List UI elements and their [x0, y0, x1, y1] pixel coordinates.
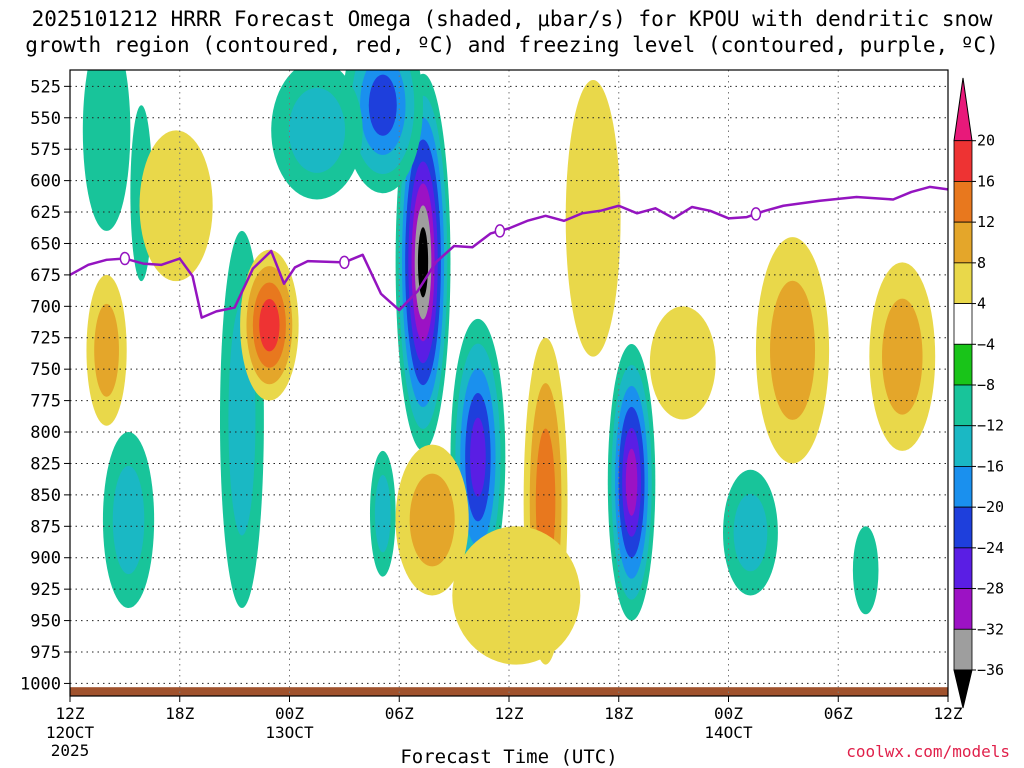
y-tick-label: 725 [30, 329, 61, 349]
colorbar-label: −32 [977, 620, 1004, 638]
x-tick-label: 12Z [495, 704, 524, 723]
colorbar-segment [953, 140, 973, 182]
colorbar-label: −20 [977, 498, 1004, 516]
y-tick-label: 700 [30, 297, 61, 317]
x-tick-label: 18Z [604, 704, 633, 723]
colorbar-segment [953, 547, 973, 589]
colorbar-label: −12 [977, 417, 1004, 435]
colorbar-segment [953, 588, 973, 630]
y-tick-label: 800 [30, 423, 61, 443]
x-axis-label: Forecast Time (UTC) [400, 746, 617, 768]
x-tick-date-label: 13OCT [265, 723, 314, 742]
colorbar-segment [953, 506, 973, 549]
colorbar-segment [953, 303, 973, 345]
grid-lines [70, 70, 948, 696]
contour-label-marker [119, 251, 131, 266]
x-tick-label: 00Z [714, 704, 743, 723]
colorbar-label: −8 [977, 376, 995, 394]
colorbar-label: 12 [977, 213, 995, 231]
x-tick-date-label: 12OCT [46, 723, 95, 742]
colorbar-segment [953, 181, 973, 223]
freezing-level-contour [70, 185, 948, 319]
omega-contour-fill [368, 74, 397, 136]
colorbar-segment [953, 221, 973, 264]
y-tick-label: 675 [30, 266, 61, 286]
y-tick-label: 975 [30, 643, 61, 663]
contour-label-marker [339, 255, 350, 270]
omega-contour-fill [470, 417, 486, 497]
colorbar-label: 20 [977, 132, 995, 150]
y-axis-pressure: 525 550 575 600 625 650 675 700 725 750 775 800 825 8… [20, 77, 70, 694]
x-tick-date-label: 14OCT [704, 723, 753, 742]
omega-contour-fill [452, 526, 581, 665]
y-tick-label: 875 [30, 517, 61, 537]
colorbar-label: 16 [977, 172, 995, 190]
omega-contour-fill [649, 306, 716, 420]
omega-contour-fill [565, 80, 621, 357]
y-tick-label: 1000 [20, 674, 61, 694]
y-tick-label: 525 [30, 77, 61, 97]
y-tick-label: 550 [30, 109, 61, 129]
omega-contour-fill [409, 473, 455, 567]
x-tick-label: 12Z [934, 704, 963, 723]
colorbar-label: −16 [977, 457, 1004, 475]
colorbar-label: 8 [977, 254, 986, 272]
colorbar-label: −36 [977, 661, 1004, 679]
y-tick-label: 775 [30, 392, 61, 412]
omega-contour-fill [112, 465, 145, 575]
colorbar-arrow-high [953, 77, 973, 142]
y-tick-label: 900 [30, 549, 61, 569]
x-tick-label: 12Z [56, 704, 85, 723]
omega-contour-fill [374, 475, 391, 553]
colorbar-segment [953, 466, 973, 508]
y-tick-label: 950 [30, 612, 61, 632]
contour-label-marker [494, 224, 506, 238]
y-tick-label: 650 [30, 234, 61, 254]
colorbar-segment [953, 425, 973, 467]
x-tick-label: 06Z [824, 704, 853, 723]
omega-contour-fill [733, 493, 768, 572]
omega-contour-fill [852, 526, 879, 615]
title-line-1: 2025101212 HRRR Forecast Omega (shaded, … [31, 7, 993, 31]
colorbar-segment [953, 384, 973, 427]
x-tick-label: 06Z [385, 704, 414, 723]
omega-contour-fill [882, 298, 923, 415]
colorbar-arrow-low [953, 669, 973, 709]
colorbar-segment [953, 628, 973, 671]
y-tick-label: 625 [30, 203, 61, 223]
credit-text: coolwx.com/models [846, 742, 1010, 761]
colorbar-segment [953, 262, 973, 304]
colorbar-label: −28 [977, 580, 1004, 598]
colorbar-segment [953, 343, 973, 386]
colorbar-label: 4 [977, 295, 986, 313]
colorbar-label: −4 [977, 335, 995, 353]
omega-contour-fill [139, 130, 213, 282]
colorbar-label: −24 [977, 539, 1004, 557]
y-tick-label: 925 [30, 580, 61, 600]
colorbar-legend: 20 16 12 8 4 −4 −8 −12 −16 −20 −24 −28 −32 −36 [953, 77, 1004, 709]
omega-shading [82, 70, 936, 665]
contour-label-marker [750, 207, 762, 221]
x-tick-label: 00Z [275, 704, 304, 723]
y-tick-label: 600 [30, 172, 61, 192]
omega-contour-fill [625, 448, 638, 516]
y-tick-label: 750 [30, 360, 61, 380]
y-tick-label: 825 [30, 454, 61, 474]
y-tick-label: 850 [30, 486, 61, 506]
omega-contour-fill [259, 298, 280, 352]
omega-contour-fill [82, 70, 131, 231]
y-tick-label: 575 [30, 140, 61, 160]
omega-contour-fill [94, 303, 119, 397]
omega-contour-fill [770, 280, 816, 420]
title-line-2: growth region (contoured, red, ºC) and f… [25, 33, 999, 57]
chart-title: 2025101212 HRRR Forecast Omega (shaded, … [0, 6, 1024, 58]
omega-contour-fill [288, 87, 346, 173]
x-tick-label: 18Z [165, 704, 194, 723]
x-tick-year-label: 2025 [51, 741, 90, 760]
